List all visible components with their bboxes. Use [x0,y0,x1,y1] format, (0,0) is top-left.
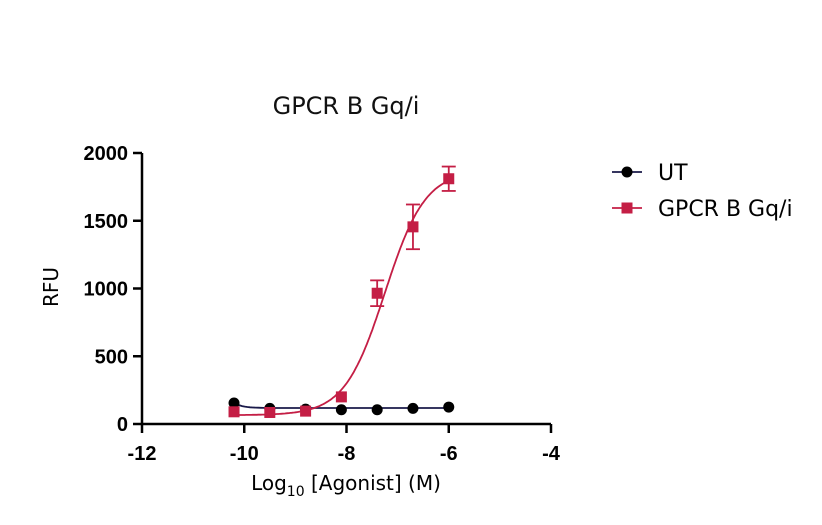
data-point-ut [228,397,240,409]
data-point-ut [443,401,455,413]
y-axis-label: RFU [39,267,63,307]
data-point-gpcr [264,406,276,418]
legend-marker-ut [621,166,633,178]
x-tick-label: -10 [230,443,259,465]
legend-label-ut: UT [658,161,688,186]
data-point-ut [371,404,383,416]
data-point-ut [335,404,347,416]
x-tick-label: -6 [440,443,458,465]
x-tick-label: -4 [542,443,561,465]
data-point-gpcr [443,173,455,185]
data-point-gpcr [228,406,240,418]
x-axis-label-rest: [Agonist] (M) [305,471,441,495]
data-point-gpcr [371,287,383,299]
y-tick-label: 1500 [84,211,129,233]
data-point-gpcr [335,391,347,403]
plot-area: -12 -10 -8 -6 -4 0 500 1000 1500 2000 [84,143,561,465]
x-axis-label-subscript: 10 [287,484,305,500]
x-tick-label: -12 [128,443,157,465]
data-point-gpcr [407,221,419,233]
y-tick-label: 2000 [84,143,129,165]
y-tick-label: 0 [117,414,128,436]
fit-curve-gpcr [233,179,450,416]
y-tick-label: 1000 [84,279,129,301]
legend: UT GPCR B Gq/i [612,161,793,222]
x-axis-label: Log10 [Agonist] (M) [251,471,441,500]
legend-label-gpcr: GPCR B Gq/i [658,197,793,222]
x-axis-label-main: Log [251,471,287,495]
x-tick-label: -8 [338,443,356,465]
chart-title: GPCR B Gq/i [273,92,420,120]
data-point-gpcr [300,405,312,417]
data-point-ut [407,402,419,414]
legend-marker-gpcr [621,202,633,214]
y-tick-label: 500 [95,346,128,368]
